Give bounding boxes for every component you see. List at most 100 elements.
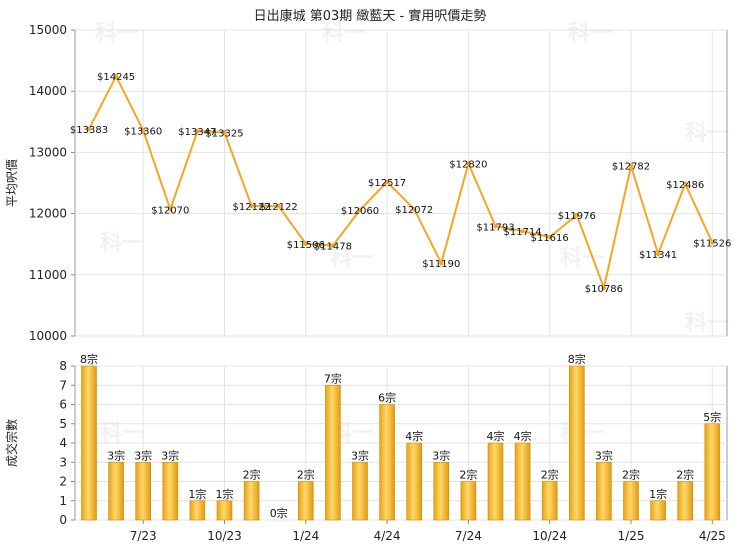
line-point[interactable]: [330, 243, 336, 248]
bar-data-label: 7宗: [324, 371, 342, 385]
bar[interactable]: [379, 404, 395, 521]
line-data-label: $11190: [422, 259, 460, 270]
line-point[interactable]: [303, 241, 308, 247]
bar-data-label: 2宗: [676, 468, 694, 482]
line-point[interactable]: [547, 234, 552, 240]
bar-y-tick-label: 0: [59, 513, 67, 527]
bar[interactable]: [704, 423, 721, 521]
bar[interactable]: [433, 461, 450, 521]
bar[interactable]: [487, 442, 504, 521]
line-point[interactable]: [276, 203, 281, 209]
watermark-text: 科一: [322, 21, 366, 46]
bar[interactable]: [325, 384, 341, 521]
bar[interactable]: [406, 442, 423, 521]
watermark-text: 科一: [685, 121, 729, 146]
line-y-tick-label: 10000: [29, 329, 67, 343]
line-data-label: $11341: [639, 250, 677, 261]
line-y-tick-label: 11000: [29, 268, 67, 282]
line-data-label: $12486: [666, 180, 704, 191]
bar[interactable]: [352, 461, 368, 521]
bar-y-tick-label: 8: [59, 359, 67, 373]
line-y-tick-label: 14000: [29, 84, 67, 98]
line-point[interactable]: [357, 207, 363, 213]
line-y-tick-label: 12000: [29, 207, 67, 221]
bar-data-label: 8宗: [80, 352, 98, 366]
bar[interactable]: [460, 481, 477, 521]
bar-data-label: 3宗: [432, 448, 450, 462]
line-data-label: $12517: [368, 178, 406, 189]
line-data-label: $11616: [531, 233, 569, 244]
bar[interactable]: [135, 461, 151, 521]
line-point[interactable]: [601, 285, 607, 291]
line-point[interactable]: [113, 74, 119, 79]
bar[interactable]: [514, 442, 531, 521]
line-point[interactable]: [222, 130, 227, 135]
bar-data-label: 8宗: [568, 352, 586, 366]
bar[interactable]: [677, 481, 694, 521]
bar-data-label: 4宗: [514, 429, 532, 443]
line-data-label: $12782: [612, 162, 650, 173]
bar[interactable]: [189, 500, 206, 521]
bar-data-label: 3宗: [134, 448, 152, 462]
line-data-label: $14245: [97, 72, 135, 83]
line-point[interactable]: [493, 224, 498, 229]
x-tick-label: 1/25: [618, 529, 645, 543]
line-point[interactable]: [168, 207, 173, 212]
line-point[interactable]: [439, 260, 444, 266]
line-data-label: $10786: [585, 284, 623, 295]
x-tick-label: 10/24: [532, 529, 567, 543]
line-data-label: $12820: [449, 159, 487, 170]
line-point[interactable]: [384, 179, 390, 185]
line-data-label: $11976: [558, 211, 596, 222]
line-data-label: $12060: [341, 206, 379, 217]
bar-data-label: 0宗: [270, 506, 288, 520]
bar[interactable]: [297, 481, 314, 521]
watermark-text: 科一: [95, 21, 139, 46]
line-data-label: $11478: [314, 242, 352, 253]
bar-data-label: 5宗: [703, 410, 721, 424]
line-data-label: $11506: [287, 240, 325, 251]
line-point[interactable]: [195, 128, 200, 134]
bar[interactable]: [650, 500, 666, 521]
line-point[interactable]: [466, 161, 471, 166]
bar-data-label: 1宗: [188, 487, 206, 501]
bar[interactable]: [541, 481, 558, 521]
line-y-axis-title: 平均呎價: [5, 159, 19, 207]
bar-data-label: 3宗: [107, 448, 125, 462]
line-point[interactable]: [574, 212, 579, 218]
line-point[interactable]: [710, 240, 715, 245]
bar-data-label: 1宗: [216, 487, 234, 501]
bar[interactable]: [568, 365, 585, 521]
x-tick-label: 4/25: [699, 529, 726, 543]
bar[interactable]: [81, 365, 97, 521]
bar[interactable]: [596, 461, 612, 521]
line-point[interactable]: [249, 203, 254, 209]
line-point[interactable]: [683, 181, 688, 187]
watermark-text: 科一: [560, 246, 604, 271]
bar[interactable]: [108, 461, 124, 521]
bar[interactable]: [243, 481, 260, 521]
line-point[interactable]: [141, 128, 146, 133]
line-data-label: $13360: [124, 126, 162, 137]
bar-data-label: 2宗: [622, 468, 640, 482]
bar[interactable]: [162, 461, 179, 521]
bar-data-label: 6宗: [378, 391, 396, 405]
line-point[interactable]: [412, 206, 417, 212]
line-data-label: $13383: [70, 125, 108, 136]
line-point[interactable]: [86, 126, 92, 132]
watermark-text: 科一: [100, 421, 144, 446]
line-data-label: $11526: [693, 239, 731, 250]
line-data-label: $12072: [395, 205, 433, 216]
bar-data-label: 4宗: [487, 429, 505, 443]
x-tick-label: 4/24: [374, 529, 401, 543]
bar-y-tick-label: 1: [59, 494, 67, 508]
bar-data-label: 2宗: [459, 468, 477, 482]
line-point[interactable]: [628, 163, 634, 168]
line-point[interactable]: [520, 228, 525, 234]
bar-y-tick-label: 3: [59, 455, 67, 469]
bar[interactable]: [216, 500, 233, 521]
line-point[interactable]: [655, 251, 661, 257]
line-data-label: $11793: [476, 222, 514, 233]
bar[interactable]: [623, 481, 639, 521]
